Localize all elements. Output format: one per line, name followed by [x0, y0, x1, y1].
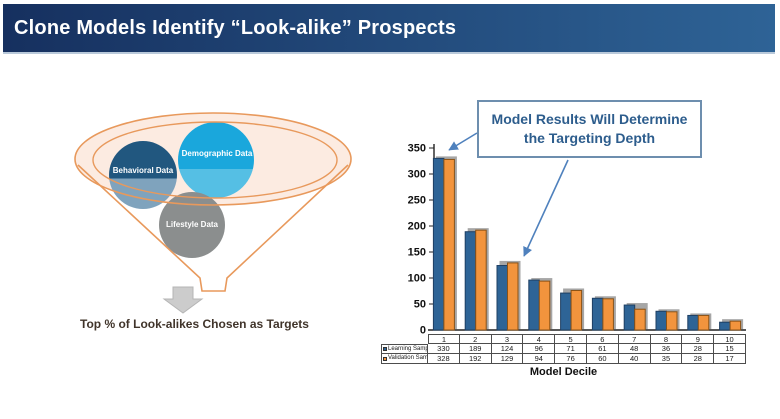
bar-validation-decile-2 [475, 229, 487, 331]
funnel-cone-outline [77, 164, 349, 292]
legend-row-label: Learning Sample [381, 344, 428, 354]
decile-header-2: 2 [459, 334, 492, 344]
decile-header-7: 7 [618, 334, 651, 344]
table-value-learning-3: 124 [491, 344, 524, 354]
bar-validation-decile-4 [538, 280, 551, 331]
legend-label: Validation Sample [388, 355, 428, 361]
demographic-circle-label: Demographic Data [181, 149, 253, 158]
bar-validation-decile-8 [666, 311, 678, 331]
table-corner-blank [381, 334, 428, 344]
bar-learning-decile-4 [528, 279, 540, 331]
y-tick-label: 250 [408, 195, 426, 207]
decile-header-6: 6 [586, 334, 619, 344]
y-tick-label: 50 [414, 299, 426, 311]
table-value-learning-8: 36 [650, 344, 683, 354]
table-value-validation-7: 40 [618, 354, 651, 364]
bar-learning-decile-10 [719, 321, 731, 331]
table-value-validation-4: 94 [523, 354, 556, 364]
table-value-validation-2: 192 [459, 354, 492, 364]
table-value-validation-10: 17 [714, 354, 746, 364]
header-bar: Clone Models Identify “Look-alike” Prosp… [3, 4, 775, 52]
table-value-learning-1: 330 [428, 344, 460, 354]
table-value-learning-10: 15 [714, 344, 746, 354]
funnel-inner-ellipse [92, 121, 338, 199]
bar-learning-decile-8 [655, 310, 667, 331]
x-axis-title: Model Decile [529, 366, 598, 378]
table-value-validation-1: 328 [428, 354, 460, 364]
bar-validation-decile-10 [729, 320, 742, 331]
bar-validation-decile-9 [697, 314, 710, 331]
bar-learning-decile-6 [591, 297, 604, 331]
callout-arrow-to-decile1 [448, 132, 478, 151]
lifestyle-circle [159, 192, 225, 258]
table-value-learning-6: 61 [586, 344, 619, 354]
bar-learning-decile-2 [464, 231, 477, 331]
callout-text: Model Results Will Determine the Targeti… [491, 111, 688, 146]
bar-validation-decile-5 [570, 289, 583, 331]
table-value-validation-8: 35 [650, 354, 683, 364]
behavioral-circle [109, 141, 177, 209]
y-tick-label: 350 [408, 143, 426, 155]
lifestyle-circle-label: Lifestyle Data [165, 220, 219, 229]
table-value-validation-5: 76 [555, 354, 587, 364]
behavioral-circle-label: Behavioral Data [112, 166, 174, 175]
decile-header-8: 8 [650, 334, 683, 344]
legend-row-label: Validation Sample [381, 354, 428, 364]
y-tick-label: 300 [408, 169, 426, 181]
table-value-validation-9: 28 [682, 354, 715, 364]
callout-box: Model Results Will Determine the Targeti… [477, 100, 702, 158]
y-tick-label: 0 [420, 325, 426, 336]
legend-swatch-validation [383, 356, 387, 361]
decile-header-4: 4 [523, 334, 556, 344]
decile-header-1: 1 [428, 334, 460, 344]
funnel-diagram [74, 112, 352, 314]
table-value-learning-7: 48 [618, 344, 651, 354]
slide-title: Clone Models Identify “Look-alike” Prosp… [14, 16, 457, 39]
bar-learning-decile-9 [687, 314, 699, 331]
y-tick-label: 200 [408, 221, 426, 233]
bar-learning-decile-7 [623, 304, 636, 331]
table-value-learning-2: 189 [459, 344, 492, 354]
table-value-validation-3: 129 [491, 354, 524, 364]
table-value-learning-5: 71 [555, 344, 587, 354]
down-arrow-icon [162, 286, 204, 314]
funnel-caption: Top % of Look-alikes Chosen as Targets [80, 317, 309, 331]
table-value-validation-6: 60 [586, 354, 619, 364]
decile-header-9: 9 [682, 334, 715, 344]
bar-learning-decile-3 [496, 265, 508, 331]
legend-swatch-learning [383, 347, 387, 351]
table-value-learning-9: 28 [682, 344, 715, 354]
bar-validation-decile-3 [507, 262, 519, 331]
callout-arrow-to-decile3 [523, 159, 569, 257]
table-value-learning-4: 96 [523, 344, 556, 354]
funnel-outer-ellipse [74, 112, 352, 206]
bar-learning-decile-5 [560, 292, 572, 331]
demographic-circle [178, 122, 254, 198]
decile-header-10: 10 [714, 334, 746, 344]
decile-bar-chart: 0 50 100 150 200 250 300 350 [408, 132, 746, 336]
bar-validation-decile-7 [634, 308, 646, 331]
bar-learning-decile-1 [432, 157, 445, 331]
y-tick-label: 100 [408, 273, 426, 285]
y-tick-label: 150 [408, 247, 426, 259]
bar-validation-decile-1 [443, 158, 455, 331]
legend-label: Learning Sample [388, 345, 427, 352]
decile-header-3: 3 [491, 334, 524, 344]
decile-header-5: 5 [555, 334, 587, 344]
bar-validation-decile-6 [602, 298, 614, 331]
